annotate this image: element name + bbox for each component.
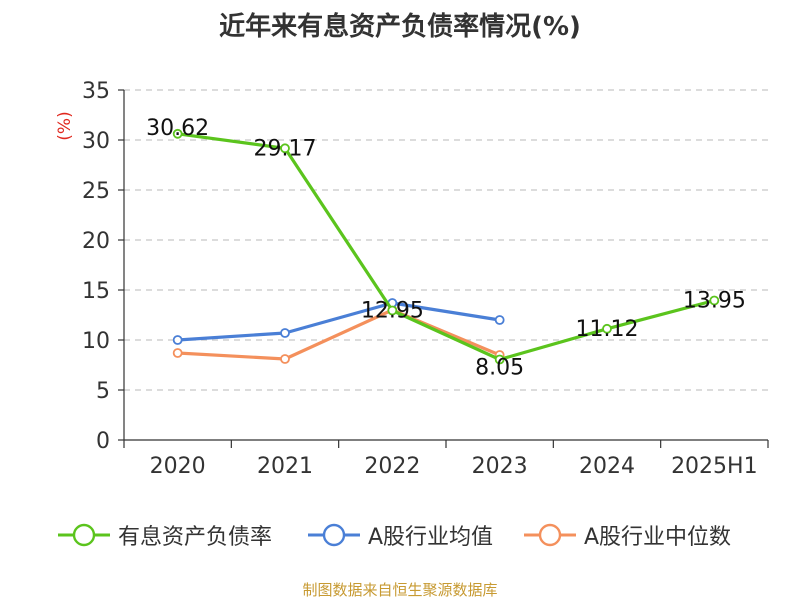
data-point [280,328,290,338]
legend-label: A股行业中位数 [584,525,732,550]
y-tick-label: 10 [82,329,110,354]
data-label: 30.62 [146,116,209,141]
legend-item[interactable]: 有息资产负债率 [56,520,272,550]
y-tick-label: 15 [82,279,110,304]
chart-title: 近年来有息资产负债率情况(%) [219,12,581,42]
legend-swatch [308,523,360,547]
y-tick-label: 5 [96,379,110,404]
data-label: 11.12 [576,317,639,342]
gridlines [124,89,768,391]
y-tick-label: 35 [82,79,110,104]
data-label: 8.05 [475,356,524,381]
legend-item[interactable]: A股行业均值 [306,520,493,550]
axes [118,89,769,448]
data-point [602,323,612,334]
legend-swatch-marker [538,523,562,547]
legend-label: A股行业均值 [368,525,494,550]
data-point [280,354,290,364]
x-tick-label: 2022 [364,454,420,479]
legend-label: 有息资产负债率 [118,525,273,550]
tick-labels: 0 5 10 15 20 25 30 35 2020 2021 2022 2023 2024 2025H1 [82,79,758,479]
legend-swatch [58,523,110,547]
series-lines [172,128,720,365]
data-label: 29.17 [254,136,317,161]
x-tick-label: 2025H1 [671,454,758,479]
data-point [494,315,505,325]
data-label: 12.95 [361,299,424,324]
x-tick-label: 2021 [257,454,313,479]
data-point [172,335,183,345]
y-tick-label: 30 [82,129,110,154]
y-tick-label: 25 [82,179,110,204]
x-tick-label: 2024 [579,454,635,479]
series-line [177,308,501,361]
data-point [280,143,290,154]
data-point [172,348,183,358]
y-axis-label: (%) [55,111,75,140]
data-point [494,354,505,365]
data-labels: 30.62 29.17 12.95 8.05 11.12 13.95 [146,116,746,381]
data-label: 13.95 [683,289,746,314]
series-line [177,301,500,342]
legend-swatch [524,523,576,547]
source-note: 制图数据来自恒生聚源数据库 [302,581,498,599]
legend-item[interactable]: A股行业中位数 [522,520,731,550]
x-tick-label: 2023 [472,454,528,479]
data-point [709,295,720,306]
series-line [177,132,715,362]
y-tick-label: 20 [82,229,110,254]
data-point [172,128,183,139]
data-point [387,305,398,316]
legend-swatch-marker [322,523,346,547]
legend-swatch-marker [72,523,96,547]
x-tick-label: 2020 [150,454,206,479]
y-tick-label: 0 [96,429,110,454]
